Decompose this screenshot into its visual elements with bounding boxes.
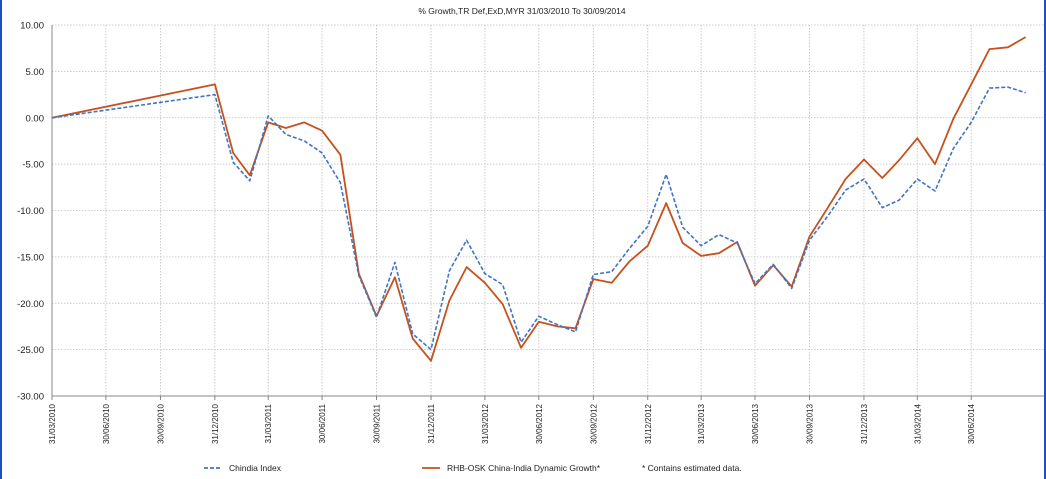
x-tick-label: 31/03/2010 (48, 403, 57, 444)
y-tick-label: -25.00 (17, 345, 44, 356)
y-tick-label: -30.00 (17, 392, 44, 403)
legend-label: RHB-OSK China-India Dynamic Growth* (447, 463, 601, 473)
x-tick-label: 30/09/2010 (156, 403, 165, 444)
y-tick-label: -10.00 (17, 206, 44, 217)
series-lines (51, 36, 1027, 362)
y-tick-label: -20.00 (17, 299, 44, 310)
series-line-rhb-osk (51, 36, 1027, 362)
y-tick-label: -15.00 (17, 252, 44, 263)
y-tick-label: -5.00 (22, 160, 44, 171)
x-tick-label: 30/06/2014 (967, 403, 976, 444)
x-tick-label: 30/06/2011 (318, 403, 327, 443)
x-tick-label: 31/03/2011 (264, 403, 273, 443)
y-tick-label: 10.00 (20, 21, 44, 32)
legend-label: Chindia Index (229, 463, 282, 473)
x-tick-label: 31/03/2012 (481, 403, 490, 444)
x-tick-label: 31/12/2013 (860, 403, 869, 444)
x-tick-label: 31/12/2012 (644, 403, 653, 444)
x-tick-label: 30/09/2012 (589, 403, 598, 444)
x-tick-label: 30/06/2013 (751, 403, 760, 444)
legend: Chindia Index RHB-OSK China-India Dynamic… (204, 463, 742, 473)
x-tick-label: 30/09/2013 (805, 403, 814, 444)
x-tick-label: 31/12/2010 (211, 403, 220, 444)
x-tick-label: 30/06/2010 (102, 403, 111, 444)
axes: 10.00 5.00 0.00 -5.00 -10.00 -15.00 -20.00 -25.… (17, 21, 1044, 444)
series-line-chindia-index (51, 86, 1026, 351)
x-tick-label: 31/12/2011 (427, 403, 436, 443)
y-tick-label: 0.00 (26, 113, 45, 124)
y-tick-label: 5.00 (26, 67, 45, 78)
estimated-data-note: * Contains estimated data. (642, 463, 742, 473)
grid (51, 24, 1044, 397)
x-tick-label: 30/06/2012 (535, 403, 544, 444)
chart-title: % Growth,TR Def,ExD,MYR 31/03/2010 To 30… (418, 6, 626, 16)
x-tick-label: 31/03/2013 (697, 403, 706, 444)
x-tick-label: 31/03/2014 (913, 403, 922, 444)
x-tick-label: 30/09/2011 (373, 403, 382, 443)
